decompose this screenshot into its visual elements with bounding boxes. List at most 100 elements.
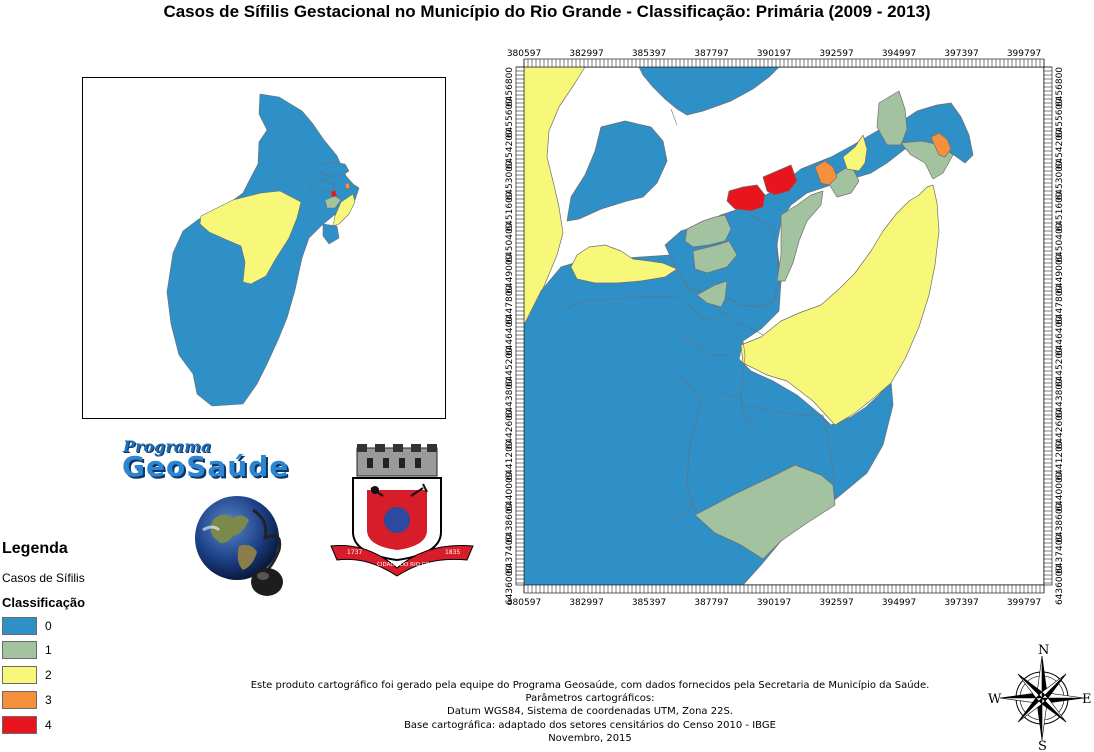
- y-tick-label-left: 6436000: [505, 565, 515, 605]
- map-credits: Este produto cartográfico foi gerado pel…: [200, 679, 980, 745]
- x-tick-label-bottom: 390197: [757, 598, 791, 608]
- y-tick-label-left: 6442600: [505, 409, 515, 449]
- y-tick-label-left: 6454200: [505, 129, 515, 169]
- region-class2-shore: [570, 244, 678, 284]
- y-tick-label-left: 6446400: [505, 316, 515, 356]
- y-tick-label-right: 6445200: [1055, 347, 1065, 387]
- legend-swatch-4: [2, 716, 37, 734]
- x-tick-label-top: 380597: [507, 49, 541, 59]
- x-tick-label-top: 385397: [632, 49, 666, 59]
- coat-banner-text: CIDADE DO RIO GRANDE: [377, 562, 446, 568]
- y-tick-label-right: 6449000: [1055, 253, 1065, 293]
- legend-classification: Classificação: [2, 595, 86, 610]
- x-tick-label-bottom: 399797: [1007, 598, 1041, 608]
- x-tick-label-top: 387797: [694, 49, 728, 59]
- legend-label: 1: [45, 643, 52, 657]
- main-map: 380597 382997 385397 387797 390197 392597 3949…: [505, 49, 1065, 608]
- sector-boundaries: [564, 108, 836, 526]
- compass-west: W: [988, 692, 1002, 707]
- x-axis-top: [523, 58, 1045, 68]
- coat-year-left: 1737: [347, 549, 362, 556]
- region-class1-south: [694, 464, 836, 560]
- y-tick-label-left: 6445200: [505, 347, 515, 387]
- y-tick-label-left: 6453000: [505, 160, 515, 200]
- region-north-island: [638, 67, 780, 116]
- x-tick-label-top: 390197: [757, 49, 791, 59]
- y-tick-label-right: 6447800: [1055, 285, 1065, 325]
- legend-label: 4: [45, 718, 52, 732]
- credits-line: Novembro, 2015: [548, 732, 632, 744]
- region-class2-urban: [842, 134, 868, 172]
- legend-label: 0: [45, 619, 52, 633]
- region-class3-b: [930, 132, 952, 158]
- y-tick-label-left: 6440000: [505, 471, 515, 511]
- y-tick-label-left: 6443800: [505, 378, 515, 418]
- x-tick-label-bottom: 392597: [819, 598, 853, 608]
- region-class2-east: [740, 184, 940, 426]
- y-tick-label-right: 6437400: [1055, 534, 1065, 574]
- y-tick-label-right: 6455600: [1055, 98, 1065, 138]
- compass-rose-icon: N S E W: [988, 643, 1092, 752]
- legend-item: 3: [2, 690, 52, 710]
- x-axis-bottom: [523, 584, 1045, 594]
- y-axis-right: [1043, 66, 1053, 586]
- region-class1-d: [776, 190, 824, 282]
- y-axis-left: [515, 66, 525, 586]
- x-tick-label-bottom: 385397: [632, 598, 666, 608]
- y-tick-label-right: 6436000: [1055, 565, 1065, 605]
- legend-swatch-1: [2, 641, 37, 659]
- y-tick-label-left: 6447800: [505, 285, 515, 325]
- credits-line: Datum WGS84, Sistema de coordenadas UTM,…: [447, 706, 733, 718]
- region-mid-island: [566, 120, 668, 222]
- legend-item: 1: [2, 640, 52, 660]
- y-tick-label-right: 6450400: [1055, 222, 1065, 262]
- legend-swatch-0: [2, 617, 37, 635]
- region-class3-a: [814, 160, 838, 186]
- x-tick-label-top: 397397: [944, 49, 978, 59]
- legend-swatch-3: [2, 691, 37, 709]
- legend-swatch-2: [2, 666, 37, 684]
- x-tick-label-top: 382997: [569, 49, 603, 59]
- credits-line: Este produto cartográfico foi gerado pel…: [250, 680, 930, 691]
- region-class4-b: [762, 164, 798, 196]
- y-tick-label-left: 6438600: [505, 502, 515, 542]
- overview-map-graphic: [166, 93, 360, 407]
- legend-title: Legenda: [2, 540, 68, 557]
- y-tick-label-right: 6443800: [1055, 378, 1065, 418]
- geosaude-logo-program: Programa: [123, 437, 212, 456]
- x-tick-label-top: 394997: [882, 49, 916, 59]
- y-tick-label-right: 6442600: [1055, 409, 1065, 449]
- overview-map: [82, 77, 446, 419]
- map-title: Casos de Sífilis Gestacional no Municípi…: [163, 2, 931, 21]
- credits-line: Parâmetros cartográficos:: [525, 693, 655, 705]
- y-tick-label-left: 6451600: [505, 191, 515, 231]
- y-tick-label-right: 6456800: [1055, 67, 1065, 107]
- y-tick-label-left: 6449000: [505, 253, 515, 293]
- region-class1-c: [696, 280, 728, 308]
- compass-east: E: [1082, 692, 1092, 707]
- rio-grande-coat-of-arms: 1737 CIDADE DO RIO GRANDE 1835: [330, 444, 474, 577]
- region-class1-a: [684, 214, 732, 248]
- region-class1-e: [826, 164, 860, 198]
- compass-north: N: [1038, 643, 1049, 658]
- credits-line: Base cartográfica: adaptado dos setores …: [404, 719, 776, 731]
- y-tick-label-left: 6441200: [505, 440, 515, 480]
- coat-year-right: 1835: [445, 549, 460, 556]
- legend-label: 2: [45, 668, 52, 682]
- legend-subtitle: Casos de Sífilis: [2, 571, 85, 585]
- x-tick-label-bottom: 387797: [694, 598, 728, 608]
- y-tick-label-right: 6451600: [1055, 191, 1065, 231]
- region-class1-f: [876, 90, 908, 146]
- legend-item: 2: [2, 665, 52, 685]
- region-class1-b: [692, 240, 738, 274]
- x-tick-label-top: 392597: [819, 49, 853, 59]
- x-tick-label-bottom: 394997: [882, 598, 916, 608]
- globe-mouse-icon: [195, 496, 283, 596]
- y-tick-label-right: 6438600: [1055, 502, 1065, 542]
- x-tick-label-top: 399797: [1007, 49, 1041, 59]
- geosaude-logo-name: GeoSaúde: [122, 450, 290, 483]
- y-tick-label-right: 6440000: [1055, 471, 1065, 511]
- x-tick-label-bottom: 380597: [507, 598, 541, 608]
- y-tick-label-right: 6441200: [1055, 440, 1065, 480]
- y-tick-label-left: 6455600: [505, 98, 515, 138]
